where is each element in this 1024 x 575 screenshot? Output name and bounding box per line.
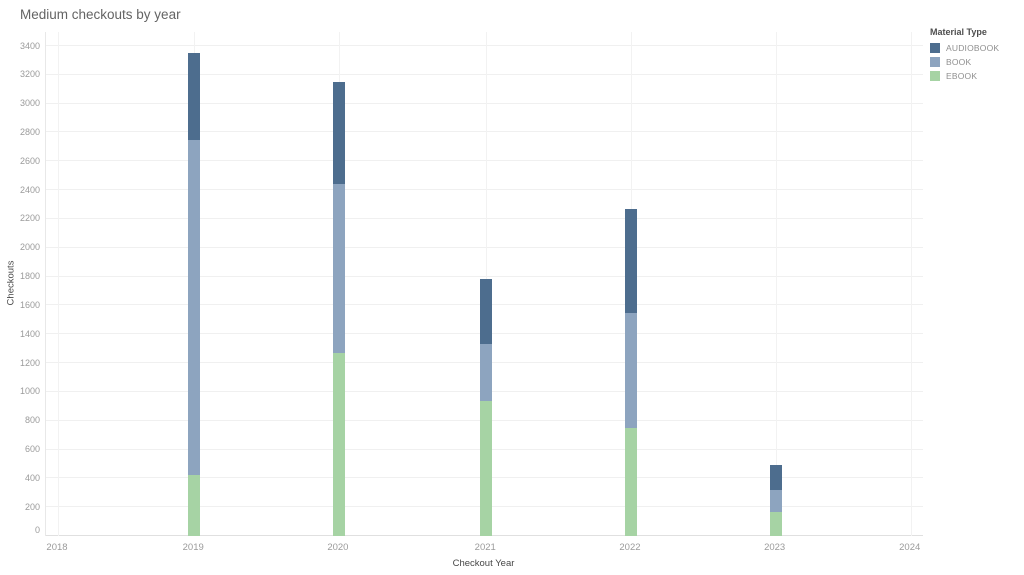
bar-2023[interactable] (769, 465, 782, 536)
y-tick-label: 800 (24, 415, 40, 426)
v-gridline (775, 32, 777, 536)
y-tick-label: 1000 (19, 386, 40, 397)
y-tick-label: 2000 (19, 242, 40, 253)
x-tick-label: 2019 (182, 542, 204, 553)
y-tick-label: 3400 (19, 40, 40, 51)
y-tick-label: 200 (24, 501, 40, 512)
plot-area (45, 32, 923, 536)
y-tick-label: 2200 (19, 213, 40, 224)
x-axis-tick-labels: 2018 2019 2020 2021 2022 2023 2024 (45, 542, 922, 556)
h-gridline (46, 246, 923, 248)
legend-item-label: EBOOK (946, 70, 978, 81)
bar-2020[interactable] (332, 82, 345, 536)
bar-segment-book-2019[interactable] (188, 139, 201, 476)
legend-item-label: BOOK (946, 56, 972, 67)
bar-segment-ebook-2019[interactable] (188, 475, 201, 536)
x-tick-label: 2021 (474, 542, 496, 553)
y-tick-label: 1600 (19, 299, 40, 310)
x-tick-label: 2022 (619, 542, 641, 553)
legend-swatch-icon (930, 56, 940, 67)
h-gridline (46, 102, 923, 104)
y-tick-label: 3000 (19, 98, 40, 109)
x-tick-label: 2018 (46, 542, 68, 553)
legend-item-label: AUDIOBOOK (946, 42, 1000, 53)
legend-item-book[interactable]: BOOK (930, 55, 1020, 68)
y-tick-label: 400 (24, 472, 40, 483)
legend-title: Material Type (930, 27, 987, 37)
y-tick-label: 0 (34, 524, 40, 535)
legend: Material Type AUDIOBOOK BOOK EBOOK (930, 27, 1020, 83)
h-gridline (46, 160, 923, 162)
legend-swatch-icon (930, 42, 940, 53)
x-tick-label: 2024 (899, 542, 921, 553)
v-gridline (58, 32, 59, 536)
legend-items: AUDIOBOOK BOOK EBOOK (930, 41, 1020, 82)
h-gridline (46, 131, 923, 133)
y-tick-label: 2400 (19, 184, 40, 195)
bar-segment-book-2022[interactable] (624, 312, 637, 428)
legend-swatch-icon (930, 70, 940, 81)
bar-segment-book-2023[interactable] (769, 489, 782, 512)
bar-segment-book-2021[interactable] (480, 344, 493, 401)
bar-segment-ebook-2022[interactable] (624, 427, 637, 536)
h-gridline (46, 275, 923, 277)
y-tick-label: 1800 (19, 271, 40, 282)
y-tick-label: 3200 (19, 69, 40, 80)
bar-2019[interactable] (188, 53, 201, 536)
bar-segment-audiobook-2019[interactable] (188, 53, 201, 140)
x-axis-title: Checkout Year (452, 558, 515, 569)
bar-segment-audiobook-2023[interactable] (769, 465, 782, 490)
y-tick-label: 2800 (19, 126, 40, 137)
bar-2021[interactable] (480, 279, 493, 536)
y-tick-label: 2600 (19, 155, 40, 166)
y-axis-tick-labels: 0 200 400 600 800 1000 1200 1400 1600 1800 2000 220… (0, 32, 40, 536)
bar-segment-ebook-2020[interactable] (332, 352, 345, 536)
chart-title: Medium checkouts by year (20, 7, 181, 22)
x-tick-label: 2020 (327, 542, 349, 553)
y-tick-label: 1400 (19, 328, 40, 339)
bar-segment-book-2020[interactable] (332, 184, 345, 353)
legend-item-ebook[interactable]: EBOOK (930, 69, 1020, 82)
y-tick-label: 1200 (19, 357, 40, 368)
h-gridline (46, 45, 923, 46)
y-tick-label: 600 (24, 444, 40, 455)
x-tick-label: 2023 (764, 542, 786, 553)
bar-segment-audiobook-2022[interactable] (624, 208, 637, 313)
bar-2022[interactable] (624, 208, 637, 536)
h-gridline (46, 217, 923, 219)
legend-item-audiobook[interactable]: AUDIOBOOK (930, 41, 1020, 54)
bar-segment-audiobook-2020[interactable] (332, 82, 345, 185)
bar-segment-ebook-2021[interactable] (480, 400, 493, 536)
bar-segment-ebook-2023[interactable] (769, 511, 782, 536)
h-gridline (46, 189, 923, 191)
v-gridline (910, 32, 912, 536)
bar-segment-audiobook-2021[interactable] (480, 279, 493, 345)
h-gridline (46, 73, 923, 75)
